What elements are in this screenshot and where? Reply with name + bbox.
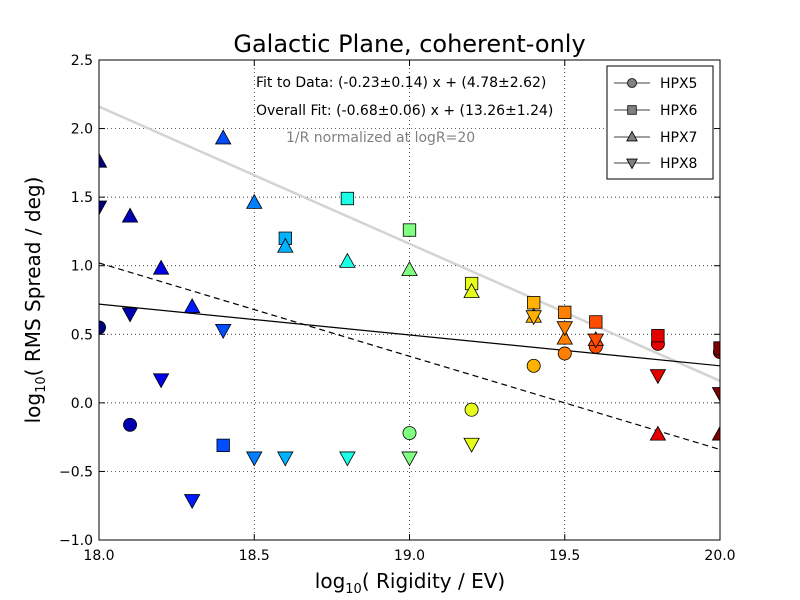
hpx7-point <box>401 261 418 276</box>
hpx8-point <box>99 200 108 216</box>
hpx6-point <box>216 438 230 453</box>
hpx8-point <box>525 310 542 326</box>
hpx8-point <box>649 369 667 385</box>
y-tick-label: 2.0 <box>71 122 93 138</box>
x-axis-label-rest: ( Rigidity / EV) <box>362 569 505 593</box>
y-tick-label: 0.0 <box>71 396 93 412</box>
hpx6-point <box>402 223 417 237</box>
x-tick-label: 19.0 <box>394 548 425 564</box>
y-axis-label: log10( RMS Spread / deg) <box>21 177 49 424</box>
x-tick-label: 19.5 <box>549 548 580 564</box>
x-axis-label-sub: 10 <box>345 582 362 597</box>
hpx6-point <box>589 315 603 329</box>
annotation-fit-to-data: Fit to Data: (-0.23±0.14) x + (4.78±2.62… <box>256 75 546 91</box>
hpx8-point <box>587 333 605 349</box>
chart-title: Galactic Plane, coherent-only <box>233 30 585 58</box>
hpx7-point <box>214 129 232 145</box>
hpx5-point <box>557 346 572 361</box>
x-tick-label: 18.5 <box>239 548 270 564</box>
y-tick-label: −1.0 <box>59 533 93 549</box>
hpx7-point <box>152 259 170 275</box>
y-tick-label: 1.5 <box>71 190 93 206</box>
legend-label-hpx5: HPX5 <box>660 76 697 92</box>
hpx5-point <box>402 426 417 440</box>
hpx6-point <box>558 305 572 319</box>
x-tick-label: 18.0 <box>83 548 114 564</box>
hpx8-point <box>121 307 139 323</box>
hpx8-point <box>152 373 170 389</box>
hpx7-point <box>556 329 574 345</box>
y-tick-label: −0.5 <box>59 464 93 480</box>
hpx7-point <box>339 252 356 268</box>
legend-box <box>606 65 714 180</box>
line-fit-to-data <box>99 303 720 367</box>
y-tick-label: 2.5 <box>71 53 93 69</box>
hpx8-point <box>277 451 294 467</box>
hpx7-point <box>711 425 720 441</box>
annotation-1r-normalized: 1/R normalized at logR=20 <box>286 130 475 146</box>
x-axis-label: log10( Rigidity / EV) <box>315 569 505 597</box>
y-tick-label: 1.0 <box>71 259 93 275</box>
line-1-r-normalized <box>99 262 720 451</box>
hpx8-point <box>463 437 480 453</box>
fit-lines <box>99 105 720 451</box>
hpx7-point <box>121 207 139 223</box>
legend-marker-hpx8 <box>626 158 638 170</box>
hpx6-point <box>340 191 355 206</box>
hpx6-point <box>713 341 720 355</box>
axis-ticks <box>98 59 721 541</box>
hpx8-point <box>339 451 356 467</box>
hpx7-point <box>277 237 294 253</box>
legend-marker-hpx7 <box>626 130 638 142</box>
hpx7-point <box>99 152 108 168</box>
hpx6-point <box>651 329 665 343</box>
hpx8-point <box>245 451 263 467</box>
hpx6-point <box>527 296 541 310</box>
legend-label-hpx6: HPX6 <box>660 103 698 119</box>
legend: HPX5 HPX6 HPX7 HPX8 <box>606 65 714 180</box>
y-axis-label-sub: 10 <box>34 376 49 393</box>
legend-marker-hpx6 <box>627 105 637 115</box>
hpx8-point <box>556 321 574 337</box>
hpx8-point <box>401 451 418 467</box>
hpx5-point <box>526 358 541 373</box>
y-axis-label-rest: ( RMS Spread / deg) <box>21 177 45 377</box>
legend-marker-hpx5 <box>627 78 637 88</box>
line-overall-fit <box>99 105 720 383</box>
legend-label-hpx8: HPX8 <box>660 156 697 172</box>
y-axis-label-prefix: log <box>21 393 45 424</box>
hpx8-point <box>711 387 720 403</box>
hpx8-point <box>183 494 201 510</box>
y-tick-labels: −1.0 −0.5 0.0 0.5 1.0 1.5 2.0 2.5 <box>59 53 93 549</box>
x-tick-label: 20.0 <box>704 548 735 564</box>
y-tick-label: 0.5 <box>71 327 93 343</box>
legend-label-hpx7: HPX7 <box>660 130 697 146</box>
x-tick-labels: 18.0 18.5 19.0 19.5 20.0 <box>83 548 735 564</box>
annotation-overall-fit: Overall Fit: (-0.68±0.06) x + (13.26±1.2… <box>256 103 553 119</box>
hpx5-point <box>464 402 479 417</box>
hpx7-point <box>649 425 667 441</box>
data-points <box>99 129 720 510</box>
hpx7-point <box>463 282 480 298</box>
hpx7-point <box>183 298 201 314</box>
hpx7-point <box>245 193 263 209</box>
x-axis-label-prefix: log <box>315 569 346 593</box>
hpx5-point <box>123 417 138 432</box>
hpx8-point <box>214 324 232 339</box>
